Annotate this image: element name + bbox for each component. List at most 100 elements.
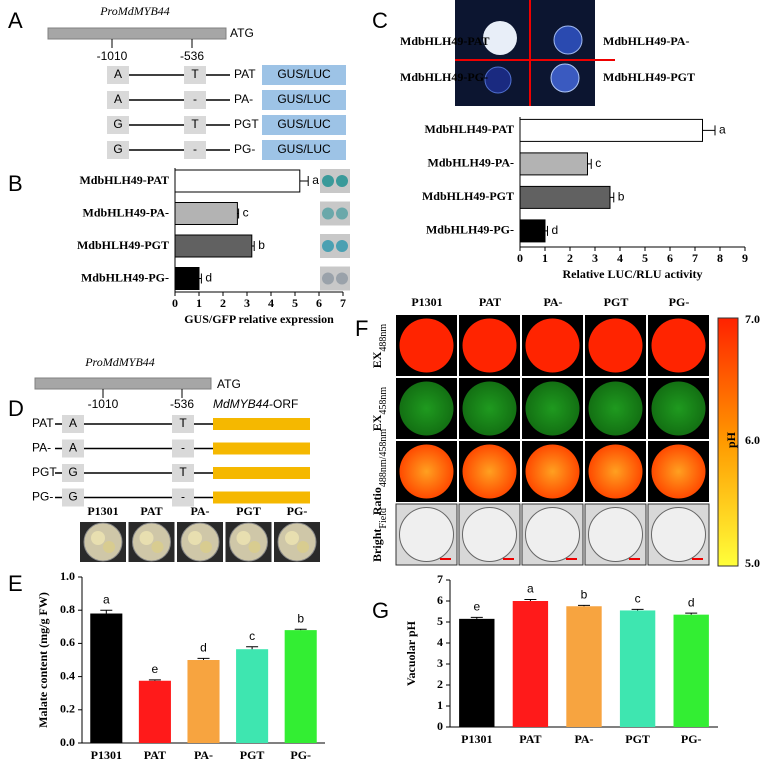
significance-letter: a <box>312 173 319 187</box>
significance-letter: d <box>205 271 212 285</box>
orf-bar <box>213 418 310 430</box>
significance-letter: b <box>581 588 588 602</box>
callus <box>285 531 299 545</box>
plate-well <box>322 207 334 220</box>
significance-letter: c <box>635 592 641 606</box>
category-label: MdbHLH49-PAT <box>424 122 514 136</box>
reporter: GUS/LUC <box>277 117 331 131</box>
x-tick-label: PG- <box>290 748 311 760</box>
construct-name: PAT <box>32 416 54 430</box>
colorbar-label: 5.0 <box>745 556 760 570</box>
construct-name: PG- <box>32 490 53 504</box>
x-tick-label: 0 <box>517 251 523 265</box>
error-bar <box>100 609 113 614</box>
error-bar <box>148 679 161 681</box>
protoplast <box>399 381 454 436</box>
protoplast <box>462 318 517 373</box>
y-tick-label: 7 <box>437 572 443 586</box>
snp: T <box>191 67 199 81</box>
significance-letter: c <box>243 206 249 220</box>
x-tick-label: 8 <box>717 251 723 265</box>
x-tick-label: P1301 <box>461 732 492 746</box>
promoter-bar <box>47 27 227 40</box>
y-tick-label: 3 <box>437 656 443 670</box>
category-label: MdbHLH49-PA- <box>428 156 514 170</box>
snp-box <box>172 415 194 433</box>
error-bar <box>299 176 309 186</box>
protoplast <box>588 444 643 499</box>
start-codon: ATG <box>217 377 241 391</box>
construct-name: PA- <box>32 441 51 455</box>
reporter-box <box>262 90 346 110</box>
x-tick-label: PAT <box>519 732 541 746</box>
snp-box <box>62 415 84 433</box>
bar <box>284 630 317 743</box>
snp-box <box>172 439 194 458</box>
bar <box>519 152 588 176</box>
error-bar <box>294 628 307 631</box>
x-tick-label: P1301 <box>91 748 122 760</box>
snp-box <box>107 141 129 159</box>
x-tick-label: 9 <box>742 251 748 265</box>
significance-letter: a <box>527 582 534 596</box>
row-label: Ratio488nm/458nm <box>370 429 390 516</box>
significance-letter: d <box>688 595 695 609</box>
snp-box <box>172 464 194 482</box>
y-tick-label: 6 <box>437 593 443 607</box>
protoplast <box>525 507 580 562</box>
orf-suffix: -ORF <box>269 397 298 411</box>
x-tick-label: PGT <box>240 748 265 760</box>
image-label: MdbHLH49-PA- <box>603 34 689 48</box>
bar <box>459 618 495 727</box>
bar <box>519 118 703 142</box>
callus <box>236 531 251 545</box>
protoplast <box>525 444 580 499</box>
x-tick-label: 4 <box>268 296 274 310</box>
category-label: MdbHLH49-PGT <box>422 189 514 203</box>
bar <box>673 614 709 727</box>
row-label-main: EX <box>370 351 384 368</box>
error-bar <box>631 608 644 611</box>
x-tick-label: 1 <box>196 296 202 310</box>
protoplast <box>399 507 454 562</box>
protoplast <box>462 444 517 499</box>
reporter: GUS/LUC <box>277 142 331 156</box>
x-tick-label: PAT <box>144 748 166 760</box>
protoplast <box>462 381 517 436</box>
x-axis-label: Relative LUC/RLU activity <box>563 267 703 281</box>
reporter-box <box>262 65 346 85</box>
protoplast <box>651 318 706 373</box>
significance-letter: c <box>249 629 255 643</box>
site-label: -1010 <box>88 397 119 411</box>
plate-well <box>336 240 348 252</box>
construct-name: PG- <box>234 142 255 156</box>
luc-spot <box>484 66 512 94</box>
start-codon: ATG <box>230 26 254 40</box>
panel-label: C <box>372 8 388 33</box>
snp: A <box>114 67 122 81</box>
bar <box>174 234 253 258</box>
significance-letter: a <box>719 123 726 137</box>
image-label: MdbHLH49-PAT <box>400 34 490 48</box>
orf-gene: MdMYB44 <box>213 397 269 411</box>
row-label-sub: 488nm <box>378 324 389 352</box>
error-bar <box>545 225 548 236</box>
row-label-main: EX <box>370 414 384 431</box>
row-label: BrightField <box>370 508 390 562</box>
promoter-name: ProMdMYB44 <box>84 355 155 369</box>
callus <box>91 531 105 545</box>
bar <box>174 169 301 193</box>
colorbar <box>717 317 739 567</box>
snp: A <box>69 441 77 455</box>
panel-label: E <box>8 571 23 596</box>
snp: G <box>113 117 122 131</box>
reporter-box <box>262 140 346 160</box>
x-tick-label: 2 <box>220 296 226 310</box>
snp: T <box>191 117 199 131</box>
luc-spot <box>553 25 583 55</box>
x-tick-label: PA- <box>194 748 213 760</box>
luc-spot <box>483 21 517 55</box>
y-tick-label: 0.4 <box>60 668 75 682</box>
plate-well <box>336 207 348 220</box>
significance-letter: d <box>200 641 207 655</box>
